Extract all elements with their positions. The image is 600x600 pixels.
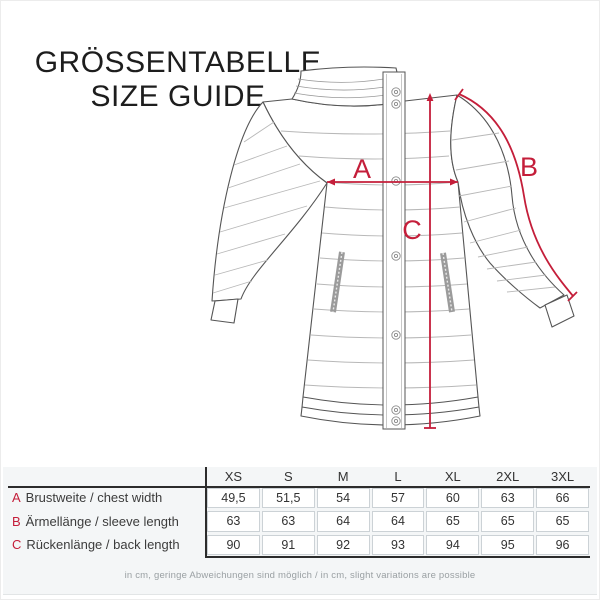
jacket-sleeves xyxy=(210,94,575,328)
size-value-cell: 60 xyxy=(426,487,480,508)
size-value-cell: 92 xyxy=(316,534,370,555)
size-value-cell: 65 xyxy=(426,511,480,532)
row-key-a: A xyxy=(12,490,21,506)
left-sleeve xyxy=(211,101,328,302)
measure-c-label: C xyxy=(402,215,422,245)
table-header-divider xyxy=(8,486,590,488)
measure-a-label: A xyxy=(353,154,371,184)
size-value-cell: 64 xyxy=(316,511,370,532)
row-label-text: Rückenlänge / back length xyxy=(26,537,180,553)
quilt-line xyxy=(233,145,288,166)
footer-note: in cm, geringe Abweichungen sind möglich… xyxy=(124,570,476,581)
size-value-cell: 65 xyxy=(536,511,589,532)
quilt-line xyxy=(227,163,301,189)
quilt-line xyxy=(223,180,321,209)
measurement-marks xyxy=(327,88,578,429)
snap-button xyxy=(391,416,401,426)
snap-buttons xyxy=(391,87,401,426)
jacket-body-outline xyxy=(262,94,481,426)
measure-b-line xyxy=(458,93,574,297)
row-label-sleeve-length: B Ärmellänge / sleeve length xyxy=(8,510,206,534)
quilt-line xyxy=(477,246,529,258)
size-value-cell: 63 xyxy=(481,487,535,508)
measure-b-end-tick xyxy=(567,291,578,302)
right-cuff xyxy=(544,294,575,328)
snap-button xyxy=(391,251,401,261)
row-label-text: Brustweite / chest width xyxy=(25,490,163,506)
size-value-cell: 95 xyxy=(481,534,535,555)
right-pocket-zip-teeth xyxy=(442,252,453,313)
snap-button xyxy=(391,176,401,186)
measure-b-start-tick xyxy=(454,88,464,101)
measure-a-arrowhead xyxy=(450,178,458,186)
quilt-line xyxy=(212,280,253,294)
sleeve-quilt-lines xyxy=(212,121,556,294)
left-pocket-zip xyxy=(330,251,345,313)
size-value-cell: 64 xyxy=(371,511,425,532)
size-header-cell-xl: XL xyxy=(444,469,461,484)
size-value-cell: 66 xyxy=(536,487,589,508)
measure-b-label: B xyxy=(520,152,538,182)
size-value-cell: 94 xyxy=(426,534,480,555)
quilt-line xyxy=(469,229,522,244)
measure-a-arrowhead xyxy=(327,178,335,186)
page-title-line-2: SIZE GUIDE xyxy=(90,80,266,113)
row-key-c: C xyxy=(12,537,22,553)
table-label-divider xyxy=(205,467,207,558)
jacket-collar xyxy=(291,66,406,107)
quilt-line xyxy=(243,121,275,143)
quilt-line xyxy=(496,274,547,282)
size-value-cell: 49,5 xyxy=(207,487,260,508)
size-header-cell-l: L xyxy=(394,469,402,484)
page-title: GRÖSSENTABELLE SIZE GUIDE xyxy=(28,46,328,114)
measure-c-arrowhead xyxy=(426,93,434,101)
size-header-cell-3xl: 3XL xyxy=(551,469,575,484)
quilt-line xyxy=(219,205,308,233)
jacket-body xyxy=(262,94,481,426)
zip-pockets xyxy=(330,251,455,313)
placket-outline xyxy=(382,71,406,430)
size-value-cell: 51,5 xyxy=(261,487,315,508)
size-value-cell: 91 xyxy=(261,534,315,555)
front-placket xyxy=(382,71,406,430)
row-key-b: B xyxy=(12,513,21,529)
right-sleeve xyxy=(450,94,565,309)
quilt-line xyxy=(451,132,500,141)
quilt-line xyxy=(458,185,513,197)
snap-button xyxy=(391,405,401,415)
size-value-cell: 63 xyxy=(207,511,260,532)
size-value-cell: 54 xyxy=(316,487,370,508)
size-value-cell: 57 xyxy=(371,487,425,508)
quilt-line xyxy=(506,286,556,293)
size-value-cell: 63 xyxy=(261,511,315,532)
row-label-chest-width: A Brustweite / chest width xyxy=(8,486,206,510)
row-label-text: Ärmellänge / sleeve length xyxy=(25,513,179,529)
quilt-line xyxy=(214,259,269,276)
table-bottom-border xyxy=(207,556,590,558)
page-title-line-1: GRÖSSENTABELLE xyxy=(34,46,322,79)
snap-button xyxy=(391,87,401,97)
quilt-line xyxy=(298,155,450,160)
quilt-line xyxy=(463,207,517,223)
size-table-corner-cell xyxy=(8,467,206,486)
size-header-cell-s: S xyxy=(283,469,293,484)
size-header-cell-2xl: 2XL xyxy=(496,469,520,484)
size-table: XS S M L XL 2XL 3XL A Brustweite / chest… xyxy=(8,467,590,558)
size-value-cell: 65 xyxy=(481,511,535,532)
size-header-cell-m: M xyxy=(337,469,349,484)
left-cuff xyxy=(210,298,239,324)
snap-button xyxy=(391,330,401,340)
quilt-line xyxy=(486,261,537,270)
size-value-cell: 90 xyxy=(207,534,260,555)
quilt-line xyxy=(455,160,510,171)
size-value-cell: 93 xyxy=(371,534,425,555)
snap-button xyxy=(391,99,401,109)
size-value-cell: 96 xyxy=(536,534,589,555)
quilt-line xyxy=(216,233,286,255)
row-label-back-length: C Rückenlänge / back length xyxy=(8,533,206,557)
size-header-cell-xs: XS xyxy=(224,469,243,484)
